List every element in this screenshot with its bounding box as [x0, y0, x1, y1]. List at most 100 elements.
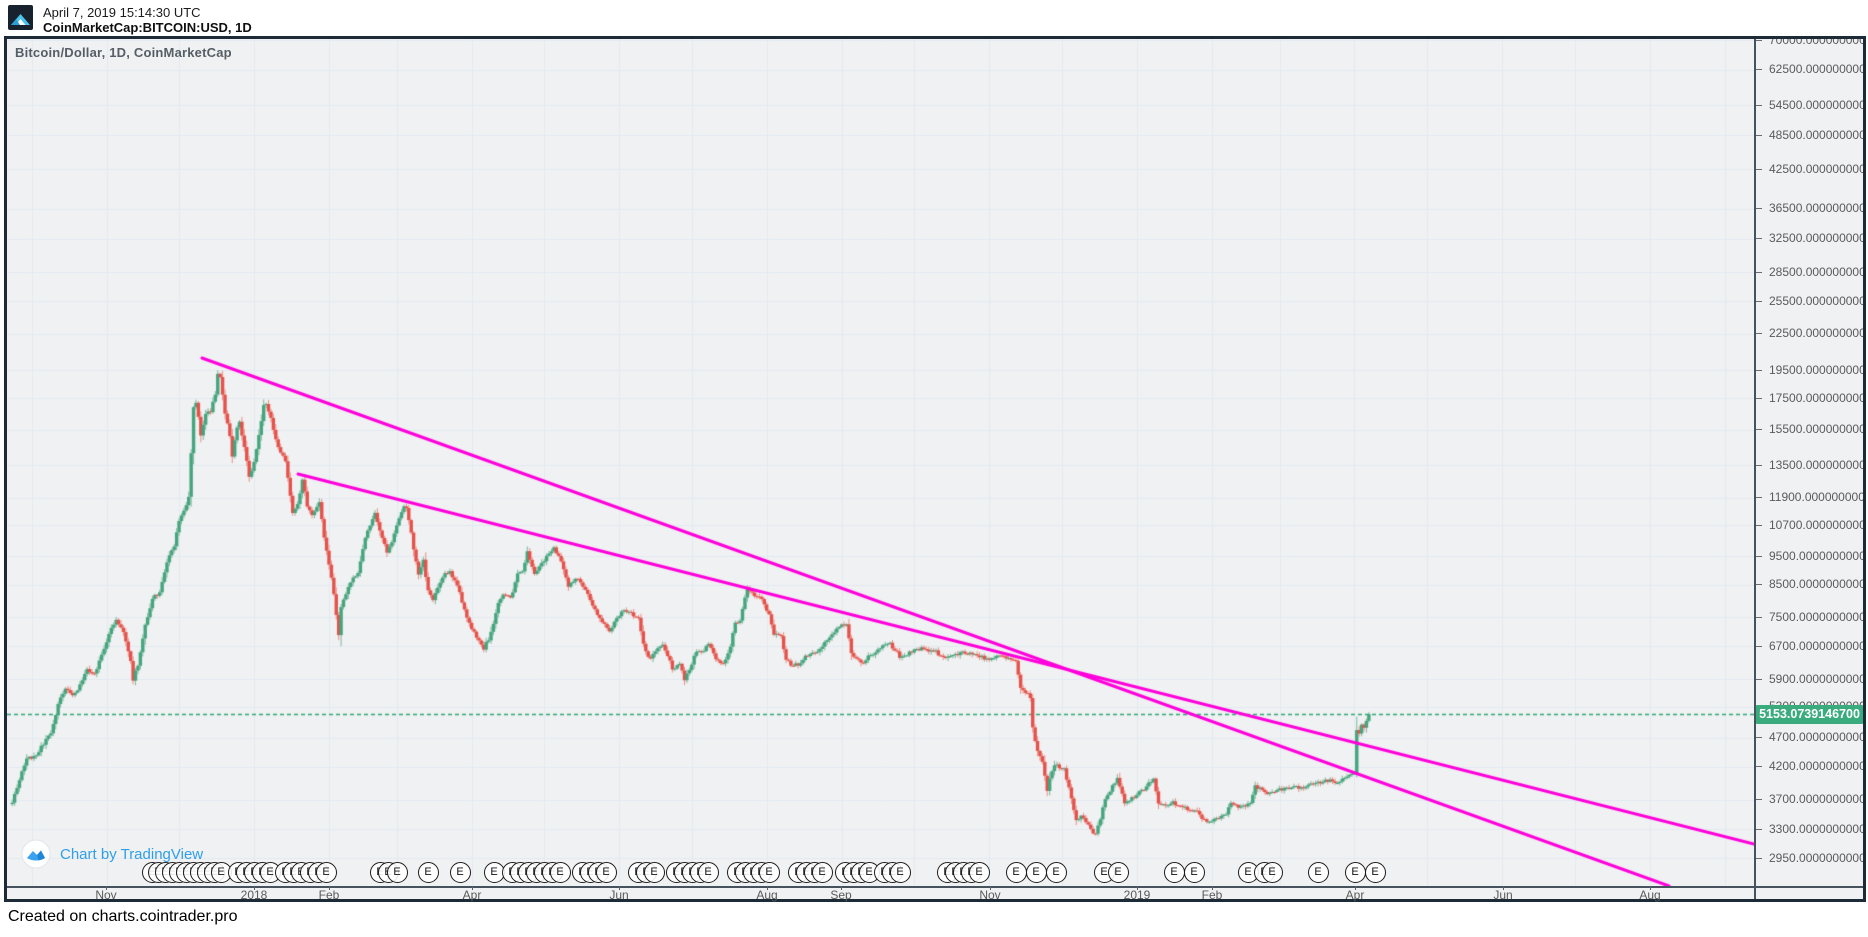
event-marker[interactable]: E — [1005, 861, 1027, 883]
time-tick-label: Aug — [756, 888, 778, 902]
time-tick-label: Nov — [95, 888, 117, 902]
event-marker[interactable]: E — [549, 861, 571, 883]
price-tick-label: 25500.0000000000 — [1769, 293, 1863, 308]
event-marker[interactable]: E — [417, 861, 439, 883]
price-tick-label: 11900.0000000000 — [1769, 490, 1863, 505]
time-tick-mark — [841, 886, 842, 890]
header-symbol: CoinMarketCap:BITCOIN:USD, 1D — [43, 20, 252, 35]
price-tick-mark — [1756, 39, 1762, 41]
time-tick-mark — [1650, 886, 1651, 890]
time-tick-label: Apr — [462, 888, 482, 902]
price-tick-label: 28500.0000000000 — [1769, 264, 1863, 279]
price-tick-mark — [1756, 555, 1762, 557]
time-tick-label: Nov — [979, 888, 1001, 902]
time-tick-label: 2018 — [240, 888, 268, 902]
price-tick-label: 3700.0000000000 — [1769, 792, 1863, 807]
price-tick-mark — [1756, 333, 1762, 334]
attribution-label: Chart by TradingView — [60, 845, 204, 863]
price-tick-label: 62500.0000000000 — [1769, 62, 1863, 77]
price-tick-mark — [1756, 678, 1762, 680]
event-marker[interactable]: E — [386, 861, 408, 883]
time-tick-mark — [329, 886, 330, 890]
price-tick-label: 54500.0000000000 — [1769, 97, 1863, 112]
event-marker[interactable]: E — [758, 861, 780, 883]
price-tick-mark — [1756, 271, 1762, 273]
time-tick-label: Jun — [609, 888, 629, 902]
app-logo-icon — [8, 5, 33, 30]
time-tick-label: Feb — [318, 888, 340, 902]
event-marker[interactable]: E — [315, 861, 337, 883]
event-marker[interactable]: E — [1163, 861, 1185, 883]
time-tick-label: 2019 — [1123, 888, 1151, 902]
events-row: EEEEEEEEEEEEEEEEEEEEEEEEEEEEEEEEEEEEEEEE… — [7, 39, 1754, 886]
price-tick-label: 70000.0000000000 — [1769, 39, 1863, 47]
price-tick-mark — [1756, 429, 1762, 431]
event-marker[interactable]: E — [1107, 861, 1129, 883]
price-tick-label: 10700.0000000000 — [1769, 517, 1863, 532]
price-tick-mark — [1756, 168, 1762, 170]
event-marker[interactable]: E — [1045, 861, 1067, 883]
event-marker[interactable]: E — [1261, 861, 1283, 883]
price-tick-label: 13500.0000000000 — [1769, 457, 1863, 472]
event-marker[interactable]: E — [1364, 861, 1386, 883]
price-tick-label: 8500.0000000000 — [1769, 577, 1863, 592]
price-tick-mark — [1756, 69, 1762, 71]
event-marker[interactable]: E — [449, 861, 471, 883]
header-timestamp: April 7, 2019 15:14:30 UTC — [43, 5, 201, 20]
time-tick-mark — [1355, 886, 1356, 890]
price-axis[interactable]: 5153.0739146700 70000.0000000000 62500.00… — [1756, 39, 1863, 886]
price-tick-label: 3300.0000000000 — [1769, 821, 1863, 836]
price-tick-mark — [1756, 799, 1762, 801]
price-tick-label: 2950.0000000000 — [1769, 850, 1863, 865]
price-tick-label: 4200.0000000000 — [1769, 759, 1863, 774]
event-marker[interactable]: E — [697, 861, 719, 883]
price-tick-label: 7500.0000000000 — [1769, 609, 1863, 624]
tradingview-attribution-link[interactable]: Chart by TradingView — [21, 839, 203, 869]
price-tick-mark — [1756, 766, 1762, 768]
price-tick-mark — [1756, 238, 1762, 240]
price-tick-label: 17500.0000000000 — [1769, 390, 1863, 405]
time-tick-label: Apr — [1345, 888, 1365, 902]
price-axis-separator — [1754, 39, 1756, 899]
price-tick-mark — [1756, 645, 1762, 647]
footer-attribution: Created on charts.cointrader.pro — [8, 908, 238, 925]
price-tick-mark — [1756, 397, 1762, 399]
price-tick-label: 48500.0000000000 — [1769, 127, 1863, 142]
price-tick-label: 42500.0000000000 — [1769, 161, 1863, 176]
price-tick-mark — [1756, 616, 1762, 618]
event-marker[interactable]: E — [595, 861, 617, 883]
time-tick-mark — [106, 886, 107, 890]
time-tick-label: Jun — [1493, 888, 1513, 902]
event-marker[interactable]: E — [889, 861, 911, 883]
event-marker[interactable]: E — [1344, 861, 1366, 883]
price-tick-mark — [1756, 828, 1762, 830]
event-marker[interactable]: E — [811, 861, 833, 883]
candlestick-canvas[interactable] — [7, 39, 1754, 886]
time-tick-label: Sep — [830, 888, 852, 902]
time-tick-label: Aug — [1639, 888, 1661, 902]
price-tick-mark — [1756, 134, 1762, 136]
price-tick-mark — [1756, 857, 1762, 859]
time-tick-mark — [254, 886, 255, 890]
event-marker[interactable]: E — [1183, 861, 1205, 883]
event-marker[interactable]: E — [1307, 861, 1329, 883]
time-axis-separator — [7, 886, 1863, 888]
event-marker[interactable]: E — [1025, 861, 1047, 883]
price-tick-mark — [1756, 737, 1762, 739]
time-axis[interactable]: Nov 2018 Feb Apr Jun Aug Sep Nov 2019 Feb Apr Jun Au… — [7, 886, 1754, 902]
price-tick-mark — [1756, 104, 1762, 106]
price-tick-mark — [1756, 369, 1762, 371]
event-marker[interactable]: E — [968, 861, 990, 883]
time-tick-label: Feb — [1201, 888, 1223, 902]
price-tick-label: 32500.0000000000 — [1769, 231, 1863, 246]
event-marker[interactable]: E — [643, 861, 665, 883]
time-tick-mark — [619, 886, 620, 890]
price-tick-label: 19500.0000000000 — [1769, 362, 1863, 377]
price-tick-mark — [1756, 497, 1762, 499]
time-tick-mark — [1137, 886, 1138, 890]
price-tick-label: 5900.0000000000 — [1769, 671, 1863, 686]
chart-title: Bitcoin/Dollar, 1D, CoinMarketCap — [15, 45, 232, 60]
